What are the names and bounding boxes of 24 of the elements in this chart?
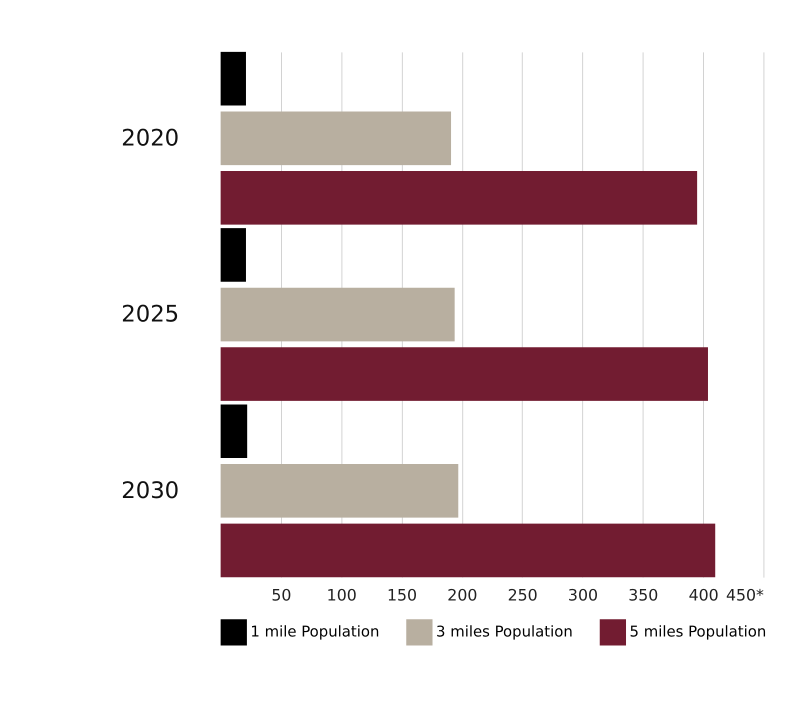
x-tick-label: 150 bbox=[386, 585, 418, 604]
bar bbox=[220, 111, 452, 166]
x-tick-label: 50 bbox=[271, 585, 292, 604]
y-tick-label: 2025 bbox=[121, 302, 180, 328]
legend-label: 3 miles Population bbox=[436, 622, 573, 641]
bar bbox=[220, 288, 455, 342]
bar bbox=[220, 524, 716, 578]
bar bbox=[220, 52, 246, 106]
x-tick-label: 200 bbox=[447, 585, 478, 604]
x-tick-label: 100 bbox=[326, 585, 357, 604]
x-tick-label: 400 bbox=[688, 585, 719, 604]
legend-label: 5 miles Population bbox=[630, 622, 766, 641]
x-tick-label: 250 bbox=[508, 585, 538, 604]
y-tick-label: 2030 bbox=[121, 478, 180, 504]
x-tick-label: 300 bbox=[568, 585, 598, 604]
legend-label: 1 mile Population bbox=[250, 622, 380, 641]
y-tick-label: 2020 bbox=[121, 125, 180, 152]
x-tick-label: 450* bbox=[726, 585, 764, 604]
bar bbox=[220, 347, 708, 401]
x-tick-label: 350 bbox=[628, 585, 658, 604]
bar bbox=[220, 228, 246, 282]
bar bbox=[220, 464, 458, 518]
bar bbox=[220, 171, 698, 225]
bar bbox=[220, 404, 248, 458]
